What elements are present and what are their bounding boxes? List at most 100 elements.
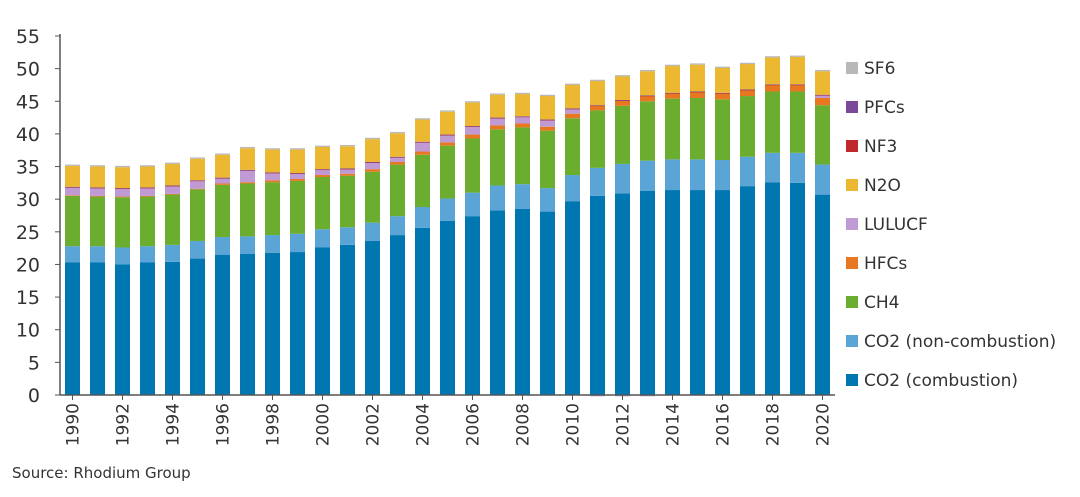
y-tick-label: 20	[16, 254, 40, 276]
bar-segment-2000-hfcs	[315, 175, 330, 177]
bar-segment-1999-n2o	[290, 149, 305, 174]
bar-segment-2004-co2-combustion-	[415, 227, 430, 395]
bar-segment-2006-co2-non-combustion-	[465, 192, 480, 217]
bar-segment-1998-co2-non-combustion-	[265, 235, 280, 253]
bar-segment-1995-lulucf	[190, 180, 205, 189]
x-tick-label: 2008	[514, 403, 534, 446]
bar-segment-2003-co2-combustion-	[390, 235, 405, 395]
bar-segment-2003-ch4	[390, 164, 405, 217]
bar-segment-1997-hfcs	[240, 182, 255, 184]
bar-segment-2015-pfcs	[690, 91, 705, 93]
bar-segment-2005-co2-combustion-	[440, 220, 455, 395]
y-tick-label: 45	[16, 91, 40, 113]
bar-segment-2020-co2-non-combustion-	[815, 164, 830, 195]
bar-segment-2018-n2o	[765, 57, 780, 85]
bar-segment-2020-co2-combustion-	[815, 194, 830, 395]
bar-segment-2014-pfcs	[665, 92, 680, 94]
legend-swatch-co2-combustion-	[846, 374, 858, 386]
legend-swatch-lulucf	[846, 218, 858, 230]
bar-segment-2000-co2-combustion-	[315, 247, 330, 395]
bar-segment-2009-pfcs	[540, 119, 555, 121]
bar-segment-2012-n2o	[615, 76, 630, 100]
bar-segment-2008-n2o	[515, 94, 530, 117]
bar-segment-2000-lulucf	[315, 169, 330, 176]
bar-segment-2012-pfcs	[615, 99, 630, 101]
bar-segment-2014-co2-combustion-	[665, 190, 680, 395]
bar-segment-1993-co2-non-combustion-	[140, 246, 155, 263]
bar-segment-1997-nf3	[240, 170, 255, 171]
bar-segment-2020-ch4	[815, 105, 830, 165]
bar-segment-2006-co2-combustion-	[465, 216, 480, 395]
bar-segment-1992-nf3	[115, 188, 130, 190]
bar-segment-2010-co2-non-combustion-	[565, 175, 580, 202]
bar-segment-2020-lulucf	[815, 95, 830, 99]
bar-segment-1994-co2-non-combustion-	[165, 244, 180, 262]
bar-segment-2009-hfcs	[540, 126, 555, 131]
legend-label-n2o: N2O	[864, 176, 901, 196]
bar-segment-1999-ch4	[290, 180, 305, 234]
bar-segment-2016-hfcs	[715, 93, 730, 100]
bar-segment-2003-lulucf	[390, 157, 405, 162]
bar-segment-1998-ch4	[265, 182, 280, 236]
y-tick-label: 15	[16, 287, 40, 309]
bar-segment-2004-hfcs	[415, 151, 430, 155]
y-tick-label: 0	[28, 385, 40, 407]
bar-segment-1993-pfcs	[140, 187, 155, 189]
bar-segment-2009-sf6	[540, 94, 555, 97]
bar-segment-2002-hfcs	[365, 169, 380, 172]
bar-segment-1995-nf3	[190, 180, 205, 182]
bar-segment-2010-n2o	[565, 84, 580, 109]
bar-segment-1994-sf6	[165, 162, 180, 164]
bar-segment-2006-lulucf	[465, 126, 480, 135]
bar-segment-2008-ch4	[515, 127, 530, 185]
bar-segment-1996-ch4	[215, 184, 230, 238]
legend-swatch-sf6	[846, 62, 858, 74]
bar-segment-2002-n2o	[365, 139, 380, 162]
bar-segment-1990-hfcs	[65, 195, 80, 196]
bar-segment-1999-co2-non-combustion-	[290, 233, 305, 253]
bar-segment-2013-co2-non-combustion-	[640, 160, 655, 191]
bar-segment-1991-hfcs	[90, 195, 105, 197]
bar-segment-2013-sf6	[640, 69, 655, 72]
bar-segment-1999-pfcs	[290, 173, 305, 174]
bar-segment-1990-n2o	[65, 165, 80, 187]
bar-segment-2010-ch4	[565, 118, 580, 176]
bar-segment-2017-co2-combustion-	[740, 186, 755, 395]
bar-segment-2012-nf3	[615, 100, 630, 101]
bar-segment-2015-ch4	[690, 98, 705, 160]
bar-segment-2004-co2-non-combustion-	[415, 207, 430, 228]
bar-segment-2018-hfcs	[765, 84, 780, 92]
bar-segment-1993-ch4	[140, 196, 155, 247]
bar-segment-2013-hfcs	[640, 96, 655, 102]
bar-segment-2000-co2-non-combustion-	[315, 229, 330, 248]
bar-segment-1996-nf3	[215, 177, 230, 179]
y-tick-label: 40	[16, 124, 40, 146]
x-tick-label: 2020	[814, 403, 834, 446]
bar-segment-1993-lulucf	[140, 188, 155, 196]
x-tick-label: 2002	[364, 403, 384, 446]
bar-segment-2004-nf3	[415, 142, 430, 143]
y-tick-label: 50	[16, 59, 40, 81]
bar-segment-2018-pfcs	[765, 84, 780, 85]
bar-segment-2001-hfcs	[340, 173, 355, 176]
bar-segment-2017-co2-non-combustion-	[740, 156, 755, 187]
x-tick-label: 2004	[414, 403, 434, 446]
bar-segment-1998-nf3	[265, 172, 280, 174]
legend-swatch-ch4	[846, 296, 858, 308]
bar-segment-1999-lulucf	[290, 173, 305, 179]
bar-segment-2015-hfcs	[690, 92, 705, 98]
bar-segment-1998-hfcs	[265, 180, 280, 183]
legend-label-nf3: NF3	[864, 137, 897, 157]
bar-segment-2017-pfcs	[740, 89, 755, 91]
bar-segment-2007-lulucf	[490, 118, 505, 126]
bar-segment-2006-n2o	[465, 102, 480, 127]
bar-segment-2017-n2o	[740, 64, 755, 90]
bar-segment-1997-co2-combustion-	[240, 254, 255, 395]
bar-segment-2007-hfcs	[490, 125, 505, 130]
bar-segment-1999-co2-combustion-	[290, 252, 305, 395]
source-note: Source: Rhodium Group	[12, 464, 191, 482]
bar-segment-2014-nf3	[665, 93, 680, 94]
bar-segment-1990-co2-combustion-	[65, 262, 80, 395]
y-tick-label: 35	[16, 157, 40, 179]
bar-segment-2019-nf3	[790, 84, 805, 86]
